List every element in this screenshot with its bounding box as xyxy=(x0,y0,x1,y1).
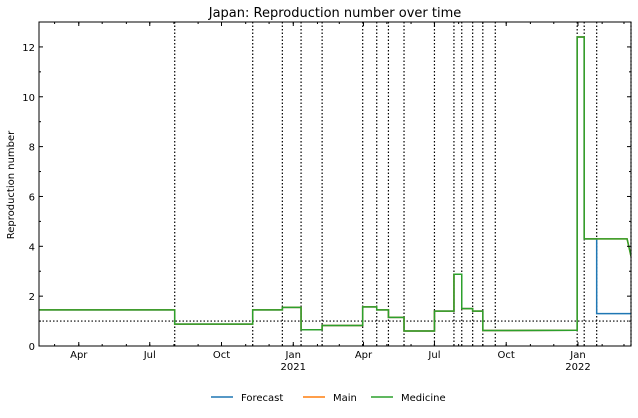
legend-label-medicine: Medicine xyxy=(401,393,446,404)
y-tick-label: 10 xyxy=(22,93,35,104)
x-tick-label: Oct xyxy=(213,350,230,361)
legend-label-main: Main xyxy=(333,393,357,404)
legend: Forecast Main Medicine xyxy=(211,393,446,404)
x-tick-label: Jan xyxy=(569,350,585,361)
y-axis: 0 2 4 6 8 10 12 xyxy=(22,43,631,353)
y-tick-label: 4 xyxy=(29,242,35,253)
y-axis-label: Reproduction number xyxy=(6,130,17,239)
y-tick-label: 12 xyxy=(22,43,35,54)
legend-label-forecast: Forecast xyxy=(241,393,283,404)
y-tick-label: 8 xyxy=(29,143,35,154)
x-tick-label: Apr xyxy=(70,350,88,361)
y-tick-label: 6 xyxy=(29,192,35,203)
chart-title: Japan: Reproduction number over time xyxy=(208,6,462,21)
x-tick-label: Jul xyxy=(427,350,440,361)
series-lines xyxy=(39,36,631,332)
change-date-lines xyxy=(174,22,632,346)
x-tick-year-label: 2021 xyxy=(281,362,306,373)
x-tick-label: Oct xyxy=(498,350,515,361)
x-tick-year-label: 2022 xyxy=(565,362,590,373)
x-tick-label: Jan xyxy=(285,350,301,361)
plot-frame xyxy=(38,21,632,347)
x-tick-label: Apr xyxy=(355,350,373,361)
series-line-medicine xyxy=(39,36,631,332)
y-tick-label: 0 xyxy=(29,342,35,353)
x-tick-label: Jul xyxy=(143,350,156,361)
series-line-forecast xyxy=(39,36,631,332)
series-line-main xyxy=(39,36,631,332)
y-tick-label: 2 xyxy=(29,292,35,303)
